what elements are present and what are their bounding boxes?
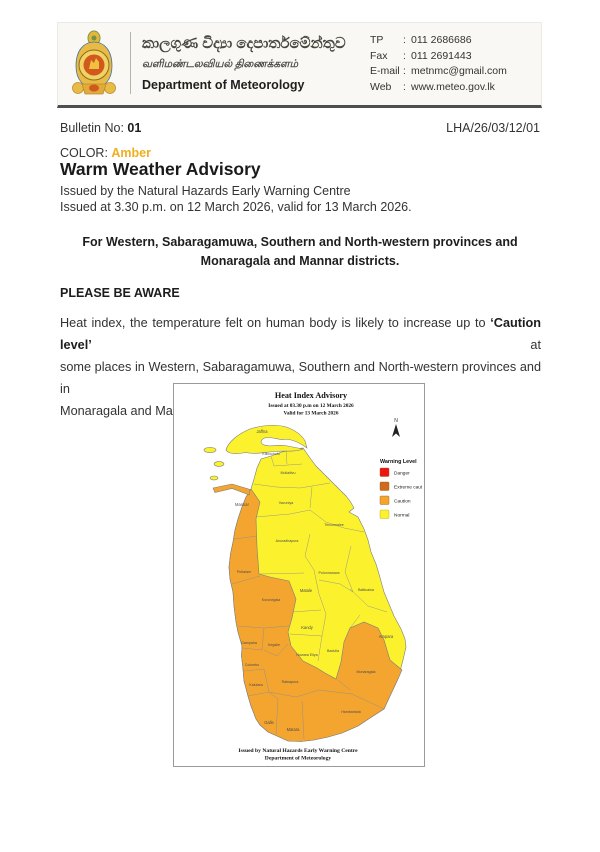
contact-label: TP xyxy=(370,34,384,46)
map-title: Heat Index Advisory xyxy=(275,391,348,400)
bulletin-number-value: 01 xyxy=(127,121,142,135)
contact-row-tp: TP:011 2686686 xyxy=(370,33,507,49)
district-label-ratnapura: Ratnapura xyxy=(282,680,299,684)
contact-colon: : xyxy=(403,49,406,62)
district-label-kalutara: Kalutara xyxy=(249,683,262,687)
legend-label-normal: Normal xyxy=(394,513,409,519)
legend-swatch-normal xyxy=(379,509,390,519)
mannar-island-strip xyxy=(212,483,251,496)
department-name-tamil: வளிமண்டலவியல் திணைக்களம் xyxy=(142,59,299,70)
district-label-hambantota: Hambantota xyxy=(341,710,361,714)
jaffna-peninsula-region xyxy=(225,424,308,454)
please-be-aware-heading: PLEASE BE AWARE xyxy=(60,286,180,300)
district-label-badulla: Badulla xyxy=(327,649,339,653)
contact-row-email: E-mail: metnmc@gmail.com xyxy=(370,64,507,80)
offshore-island xyxy=(203,447,217,453)
district-label-anuradhapura: Anuradhapura xyxy=(276,539,299,543)
contact-label: E-mail xyxy=(370,65,400,77)
caution-level-bold: ‘Caution level’ xyxy=(60,316,541,352)
legend-swatch-danger xyxy=(379,467,390,477)
paragraph-line2: some places in Western, Sabaragamuwa, So… xyxy=(60,360,541,396)
sri-lanka-emblem-logo xyxy=(72,30,116,95)
district-boundaries xyxy=(231,449,388,740)
district-label-nuwara-eliya: Nuwara Eliya xyxy=(296,653,317,657)
district-label-batticaloa: Batticaloa xyxy=(358,588,374,592)
map-footer-line1: Issued by Natural Hazards Early Warning … xyxy=(238,748,358,754)
contact-row-fax: Fax:011 2691443 xyxy=(370,49,507,65)
north-label: N xyxy=(394,418,398,424)
offshore-island xyxy=(209,475,219,481)
district-label-trincomalee: Trincomalee xyxy=(324,523,344,527)
legend-swatch-caution xyxy=(379,495,390,505)
website-url: www.meteo.gov.lk xyxy=(411,80,495,93)
contact-colon: : xyxy=(403,80,406,93)
sri-lanka-district-map: Heat Index Advisory Issued at 03.30 p.m … xyxy=(203,391,422,762)
district-label-kilinochchi: Kilinochchi xyxy=(262,452,279,456)
offshore-island xyxy=(213,461,225,467)
district-labels: Jaffna Kilinochchi Mullaitivu Mannar Vav… xyxy=(235,429,394,732)
contact-row-web: Web: www.meteo.gov.lk xyxy=(370,80,507,96)
department-name-sinhala: කාලගුණ විද්‍යා දෙපාර්තමේන්තුව xyxy=(142,35,346,52)
map-subtitle-valid: Valid for 13 March 2026 xyxy=(284,411,339,417)
color-label: COLOR: xyxy=(60,146,112,160)
paragraph-text: at xyxy=(91,338,541,352)
email-address: metnmc@gmail.com xyxy=(411,65,507,77)
legend-title: Warning Level xyxy=(380,459,417,465)
affected-areas-statement: For Western, Sabaragamuwa, Southern and … xyxy=(60,233,540,271)
paragraph-line1: Heat index, the temperature felt on huma… xyxy=(60,312,541,356)
warning-level-legend: Warning Level Danger Extreme caution Cau… xyxy=(379,459,422,519)
heat-index-advisory-map: Heat Index Advisory Issued at 03.30 p.m … xyxy=(173,383,425,767)
district-label-galle: Galle xyxy=(264,720,274,725)
district-label-mannar: Mannar xyxy=(235,502,250,507)
contact-info-block: TP:011 2686686 Fax:011 2691443 E-mail: me… xyxy=(370,33,507,95)
district-label-matara: Matara xyxy=(287,727,300,732)
district-label-jaffna: Jaffna xyxy=(256,429,268,434)
contact-label: Web xyxy=(370,80,392,93)
contact-label: Fax xyxy=(370,49,388,62)
legend-label-danger: Danger xyxy=(394,471,410,477)
color-level-line: COLOR: Amber xyxy=(60,146,151,160)
map-subtitle-issued: Issued at 03.30 p.m on 12 March 2026 xyxy=(268,403,354,409)
fax-number: 011 2691443 xyxy=(411,49,472,62)
legend-swatch-extreme-caution xyxy=(379,481,390,491)
map-footer-line2: Department of Meteorology xyxy=(265,756,332,762)
paragraph-text: Heat index, the temperature felt on huma… xyxy=(60,316,491,330)
district-label-colombo: Colombo xyxy=(245,663,259,667)
district-label-puttalam: Puttalam xyxy=(237,570,251,574)
affected-areas-line1: For Western, Sabaragamuwa, Southern and … xyxy=(82,235,518,249)
district-label-monaragala: Monaragala xyxy=(357,670,376,674)
issued-at-line: Issued at 3.30 p.m. on 12 March 2026, va… xyxy=(60,200,412,214)
caution-warning-region xyxy=(228,488,403,742)
district-label-matale: Matale xyxy=(300,588,313,593)
bulletin-meta-row: Bulletin No: 01 LHA/26/03/12/01 xyxy=(60,121,540,135)
contact-colon: : xyxy=(403,65,406,77)
district-label-polonnaruwa: Polonnaruwa xyxy=(319,571,340,575)
issued-by-line: Issued by the Natural Hazards Early Warn… xyxy=(60,184,351,198)
color-value-amber: Amber xyxy=(111,146,151,160)
phone-number: 011 2686686 xyxy=(411,34,472,46)
department-letterhead: කාලගුණ විද්‍යා දෙපාර්තමේන්තුව வளிமண்டலவி… xyxy=(57,22,542,108)
district-label-gampaha: Gampaha xyxy=(241,641,257,645)
district-label-kegalle: Kegalle xyxy=(268,643,280,647)
bulletin-number-line: Bulletin No: 01 xyxy=(60,121,141,135)
bulletin-number-label: Bulletin No: xyxy=(60,121,128,135)
district-label-kandy: Kandy xyxy=(301,625,314,630)
contact-colon: : xyxy=(403,34,406,46)
legend-label-caution: Caution xyxy=(394,499,411,505)
department-name-english: Department of Meteorology xyxy=(142,78,305,92)
district-label-mullaitivu: Mullaitivu xyxy=(281,471,296,475)
legend-label-extreme-caution: Extreme caution xyxy=(394,485,422,491)
header-divider xyxy=(130,32,131,94)
district-label-vavuniya: Vavuniya xyxy=(279,501,294,505)
district-label-ampara: Ampara xyxy=(379,634,394,639)
advisory-title: Warm Weather Advisory xyxy=(60,159,261,179)
north-arrow-icon: N xyxy=(392,418,400,437)
bulletin-reference: LHA/26/03/12/01 xyxy=(446,121,540,135)
district-label-kurunegala: Kurunegala xyxy=(262,598,280,602)
affected-areas-line2: Monaragala and Mannar districts. xyxy=(200,254,400,268)
